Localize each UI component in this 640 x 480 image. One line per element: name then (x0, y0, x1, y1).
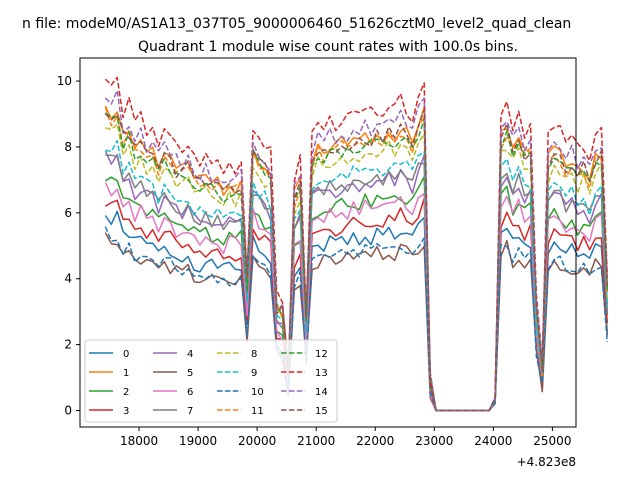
legend-frame (84, 339, 338, 423)
legend-label: 8 (251, 349, 257, 360)
plot-area-frame (79, 57, 577, 428)
x-tick-label: 23000 (415, 434, 453, 448)
legend-label: 9 (251, 368, 257, 379)
plot-lines (104, 76, 609, 412)
series-line-6 (104, 181, 609, 412)
y-tick-label: 4 (64, 272, 72, 286)
legend-label: 5 (187, 368, 193, 379)
series-line-13 (104, 76, 609, 412)
x-tick-label: 25000 (533, 434, 571, 448)
legend-label: 4 (187, 349, 193, 360)
legend-label: 0 (123, 349, 129, 360)
series-line-11 (104, 106, 609, 412)
legend-label: 12 (315, 349, 328, 360)
series-line-10 (104, 226, 609, 412)
series-line-9 (105, 139, 609, 412)
legend-label: 14 (315, 387, 328, 398)
legend-label: 2 (123, 387, 129, 398)
x-tick-label: 18000 (120, 434, 158, 448)
y-tick-label: 6 (64, 206, 72, 220)
series-line-8 (105, 123, 609, 412)
legend-label: 11 (251, 406, 264, 417)
y-tick-label: 0 (64, 404, 72, 418)
series-line-0 (104, 210, 609, 412)
x-tick-label: 21000 (297, 434, 335, 448)
x-axis-offset-label: +4.823e8 (517, 455, 576, 469)
series-line-15 (104, 109, 609, 412)
x-tick-label: 24000 (474, 434, 512, 448)
y-tick-label: 2 (64, 338, 72, 352)
y-tick-label: 10 (57, 74, 72, 88)
x-tick-label: 20000 (238, 434, 276, 448)
legend-label: 13 (315, 368, 328, 379)
series-line-3 (105, 197, 609, 412)
x-tick-label: 22000 (356, 434, 394, 448)
chart-title: Quadrant 1 module wise count rates with … (138, 39, 518, 55)
series-line-12 (104, 112, 609, 412)
legend-label: 7 (187, 406, 193, 417)
legend-label: 10 (251, 387, 264, 398)
series-line-7 (105, 154, 609, 412)
y-tick-label: 8 (64, 140, 72, 154)
series-line-14 (104, 89, 609, 412)
y-axis: 0 2 4 6 8 10 (57, 74, 80, 418)
x-tick-label: 19000 (179, 434, 217, 448)
legend-label: 6 (187, 387, 193, 398)
series-line-5 (104, 232, 609, 412)
x-axis: 18000 19000 20000 21000 22000 23000 24000 25000 (120, 427, 571, 448)
legend-label: 15 (315, 406, 328, 417)
figure-suptitle: n file: modeM0/AS1A13_037T05_9000006460_… (22, 16, 571, 32)
legend-label: 1 (123, 368, 129, 379)
legend-label: 3 (123, 406, 129, 417)
